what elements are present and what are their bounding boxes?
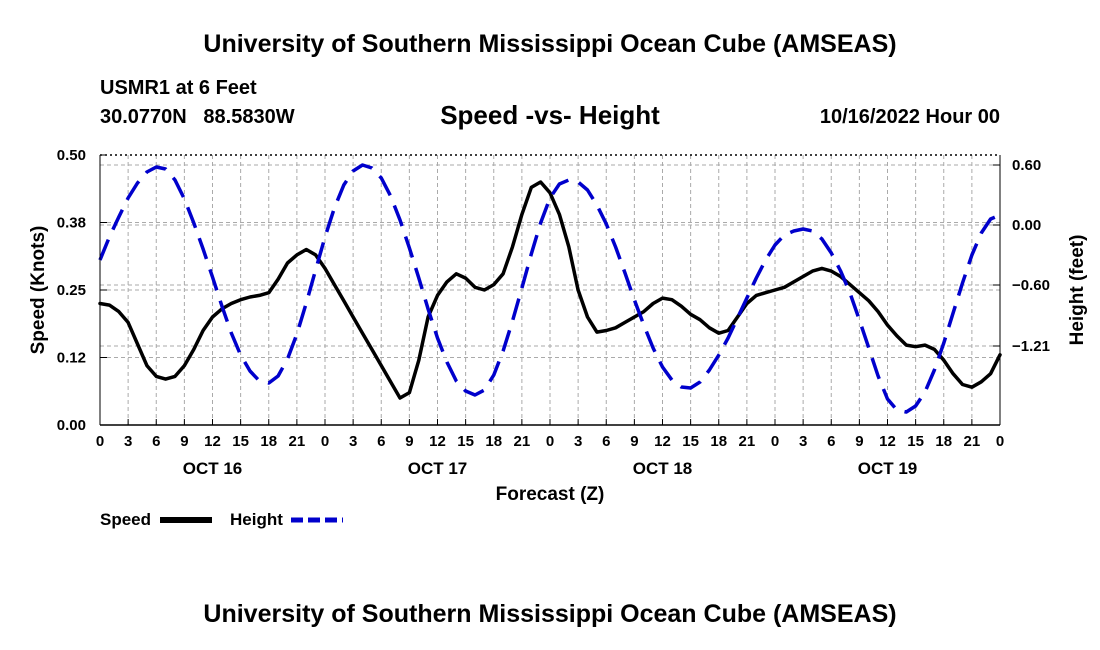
- longitude: 88.5830W: [203, 106, 295, 128]
- height-series-line: [98, 163, 1001, 414]
- y2-tick-label: 0.00: [1012, 217, 1041, 234]
- x-tick-label: 18: [935, 433, 952, 450]
- y2-tick-label: −0.60: [1012, 277, 1050, 294]
- x-tick-label: 0: [321, 433, 329, 450]
- x-tick-label: 21: [739, 433, 756, 450]
- x-tick-label: 3: [574, 433, 582, 450]
- chart-title: Speed -vs- Height: [440, 100, 660, 130]
- x-tick-label: 9: [180, 433, 188, 450]
- y2-tick-label: 0.60: [1012, 157, 1041, 174]
- run-time: 10/16/2022 Hour 00: [819, 106, 1000, 128]
- legend: Speed Height: [100, 510, 343, 529]
- x-tick-label: 18: [485, 433, 502, 450]
- y-tick-label: 0.38: [57, 215, 86, 232]
- x-tick-label: 0: [546, 433, 554, 450]
- latitude: 30.0770N: [100, 106, 187, 128]
- x-tick-label: 12: [879, 433, 896, 450]
- grid-lines: [100, 155, 1000, 425]
- x-tick-label: 0: [771, 433, 779, 450]
- x-tick-label: 21: [964, 433, 981, 450]
- y2-tick-label: −1.21: [1012, 338, 1050, 355]
- footer-title: University of Southern Mississippi Ocean…: [203, 600, 897, 628]
- speed-series-line: [98, 180, 1002, 400]
- x-tick-label: 3: [799, 433, 807, 450]
- x-tick-label: 3: [349, 433, 357, 450]
- ticks: 0 3 6 9 12 15 18 21 0 3 6 9 12 15 18 21 0 3 6 9 12 15 18 21 0 3 6 9…: [57, 147, 1050, 478]
- x-tick-label: 9: [855, 433, 863, 450]
- legend-height-label: Height: [230, 510, 283, 529]
- station-coordinates: 30.0770N 88.5830W: [100, 106, 295, 129]
- x-tick-label: 18: [710, 433, 727, 450]
- x-tick-label: 21: [514, 433, 531, 450]
- x-tick-label: 0: [96, 433, 104, 450]
- x-tick-label: 12: [654, 433, 671, 450]
- y2-axis-label: Height (feet): [1067, 235, 1088, 346]
- x-tick-label: 15: [907, 433, 924, 450]
- legend-speed-label: Speed: [100, 510, 151, 529]
- day-label: OCT 17: [408, 459, 468, 478]
- x-tick-label: 6: [152, 433, 160, 450]
- y-tick-label: 0.12: [57, 350, 86, 367]
- y-tick-label: 0.00: [57, 417, 86, 434]
- x-tick-label: 0: [996, 433, 1004, 450]
- y-axis-label: Speed (Knots): [28, 226, 49, 355]
- x-tick-label: 21: [289, 433, 306, 450]
- day-label: OCT 19: [858, 459, 918, 478]
- series-layer: [98, 163, 1002, 414]
- x-tick-label: 15: [457, 433, 474, 450]
- station-label: USMR1 at 6 Feet: [100, 77, 257, 99]
- y-tick-label: 0.50: [57, 147, 86, 164]
- x-tick-label: 15: [682, 433, 699, 450]
- x-axis-label: Forecast (Z): [496, 484, 605, 505]
- day-label: OCT 18: [633, 459, 693, 478]
- x-tick-label: 12: [204, 433, 221, 450]
- x-tick-label: 18: [260, 433, 277, 450]
- day-label: OCT 16: [183, 459, 243, 478]
- x-tick-label: 6: [827, 433, 835, 450]
- x-tick-label: 9: [630, 433, 638, 450]
- y-tick-label: 0.25: [57, 282, 86, 299]
- x-tick-label: 12: [429, 433, 446, 450]
- x-tick-label: 6: [602, 433, 610, 450]
- x-tick-label: 9: [405, 433, 413, 450]
- x-tick-label: 15: [232, 433, 249, 450]
- x-tick-label: 3: [124, 433, 132, 450]
- x-tick-label: 6: [377, 433, 385, 450]
- page-title: University of Southern Mississippi Ocean…: [203, 30, 897, 58]
